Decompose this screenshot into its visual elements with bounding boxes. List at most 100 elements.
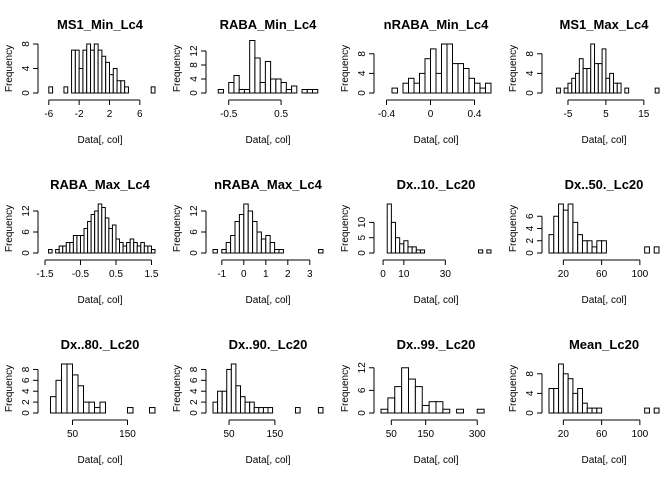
y-tick-label: 5 [357, 234, 368, 240]
histogram-bar [453, 64, 459, 93]
histogram-bar [557, 88, 561, 93]
histogram-bar [102, 56, 106, 93]
histogram-bar [420, 73, 426, 93]
histogram-bar [625, 88, 629, 93]
y-tick-label: 8 [525, 51, 536, 57]
histogram-panel: Dx..90._Lc20 50 150 0 2 4 6 8 Data[, col] Frequen… [172, 337, 323, 466]
histogram-bar [83, 50, 87, 93]
histogram-bar [415, 387, 422, 413]
histogram-bar [102, 208, 106, 254]
histogram-bar [610, 73, 614, 93]
histogram-panel: RABA_Max_Lc4 -1.5 -0.5 0.5 1.5 0 6 12 Data[, col… [4, 177, 159, 306]
histogram-bar [302, 90, 307, 94]
histogram-bar [276, 79, 281, 93]
histogram-bar [416, 250, 420, 253]
histogram-bar [270, 243, 274, 254]
x-tick-label: 5 [603, 109, 609, 120]
y-axis-label: Frequency [340, 205, 351, 252]
histogram-bar [457, 409, 464, 413]
histogram-bar [392, 88, 398, 93]
y-tick-label: 2 [21, 399, 32, 405]
histogram-bar [595, 64, 599, 93]
histogram-bar [151, 87, 155, 93]
x-tick-label: -0.5 [72, 269, 90, 280]
x-tick-label: 50 [223, 429, 235, 440]
x-axis-label: Data[, col] [581, 295, 626, 306]
histogram-bar [422, 405, 429, 413]
histogram-bar [123, 246, 127, 253]
y-tick-label: 2 [189, 399, 200, 405]
x-tick-label: 100 [632, 269, 649, 280]
histogram-bar [109, 229, 113, 254]
y-tick-label: 12 [189, 45, 200, 57]
histogram-bar [112, 225, 116, 253]
y-tick-label: 6 [357, 387, 368, 393]
y-tick-label: 8 [21, 41, 32, 47]
panel-title: Dx..90._Lc20 [229, 337, 308, 352]
histogram-bar [260, 83, 265, 94]
x-tick-label: 0 [241, 269, 247, 280]
y-tick-label: 4 [525, 390, 536, 396]
histogram-bar [313, 90, 318, 94]
histogram-bar [286, 90, 291, 94]
histogram-bar [77, 236, 81, 254]
y-tick-label: 0 [525, 250, 536, 256]
histogram-bar [307, 90, 312, 94]
histogram-bar [613, 83, 617, 93]
x-axis-label: Data[, col] [77, 135, 122, 146]
histogram-bar [268, 408, 273, 413]
panel-title: RABA_Min_Lc4 [220, 17, 318, 32]
y-axis-label: Frequency [508, 205, 519, 252]
panel-title: RABA_Max_Lc4 [50, 177, 150, 192]
histogram-bar [447, 44, 453, 93]
histogram-bar [602, 49, 606, 93]
histogram-bar [486, 83, 492, 93]
histogram-bar [253, 222, 257, 254]
y-tick-label: 6 [525, 213, 536, 219]
histogram-bar [62, 364, 68, 413]
histogram-panel: Dx..10._Lc20 0 10 30 0 5 10 Data[, col] Frequenc… [340, 177, 491, 306]
x-tick-label: 1 [263, 269, 269, 280]
x-axis-label: Data[, col] [413, 135, 458, 146]
x-axis-label: Data[, col] [77, 455, 122, 466]
histogram-bar [479, 250, 483, 253]
y-tick-label: 12 [21, 205, 32, 217]
histogram-bar [222, 391, 227, 413]
histogram-bar [549, 389, 554, 414]
histogram-bar [412, 247, 416, 253]
histogram-bar [279, 250, 283, 254]
histogram-panel: Dx..50._Lc20 20 60 100 0 2 4 6 Data[, col] Freque… [508, 177, 659, 306]
x-tick-label: -2 [75, 109, 84, 120]
y-axis-label: Frequency [4, 205, 15, 252]
histogram-bar [388, 398, 395, 413]
histogram-bar [148, 246, 152, 253]
x-tick-label: -1.5 [36, 269, 54, 280]
histogram-bar [120, 243, 124, 254]
histogram-panel: Dx..99._Lc20 50 150 300 0 6 12 Data[, col] Frequ… [340, 337, 486, 466]
histogram-bar [87, 44, 91, 93]
x-tick-label: 50 [67, 429, 79, 440]
histogram-bar [443, 409, 450, 413]
histogram-panel: MS1_Min_Lc4 -6 -2 2 6 0 4 8 Data[, col] Frequency [4, 17, 155, 146]
histogram-bar [409, 379, 416, 413]
histogram-bar [94, 44, 98, 93]
histogram-bar [576, 73, 580, 93]
panel-title: Dx..10._Lc20 [397, 177, 476, 192]
x-tick-label: 0.5 [109, 269, 123, 280]
panel-title: Dx..50._Lc20 [565, 177, 644, 192]
histogram-bar [98, 50, 102, 93]
histogram-bar [125, 87, 129, 93]
histogram-bar [84, 402, 90, 413]
x-tick-label: 20 [558, 429, 570, 440]
y-tick-label: 0 [21, 250, 32, 256]
histogram-bar [563, 374, 568, 413]
histogram-bar [458, 64, 464, 93]
histogram-bar [241, 397, 246, 413]
histogram-bar [95, 211, 99, 253]
histogram-bar [403, 83, 409, 93]
histogram-bar [568, 204, 573, 253]
histogram-bar [95, 408, 101, 413]
histogram-bar [51, 397, 57, 413]
histogram-bar [137, 246, 141, 253]
